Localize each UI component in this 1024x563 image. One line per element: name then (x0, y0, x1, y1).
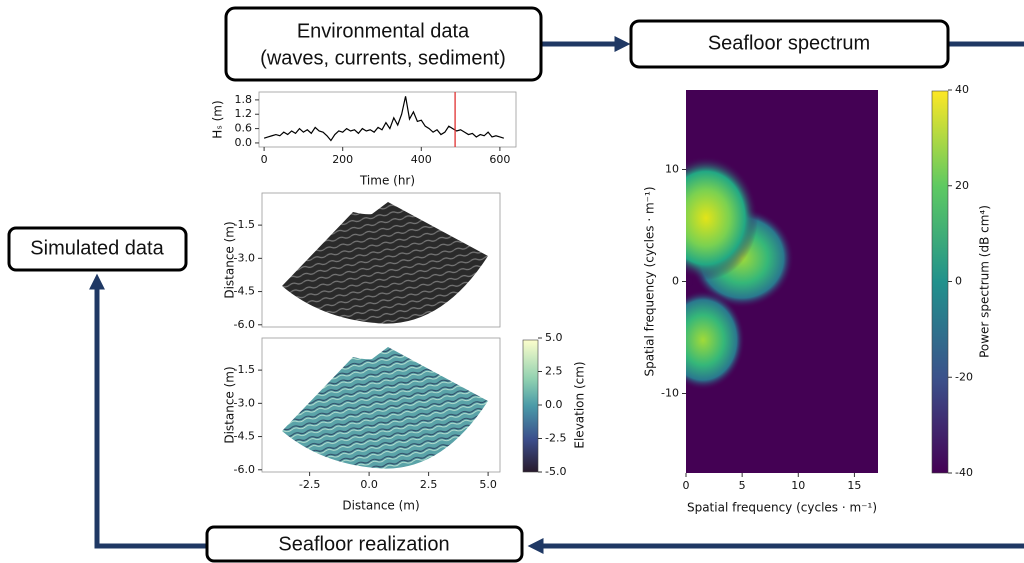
x-tick-label: 400 (411, 153, 432, 166)
colorbar-tick-label: 20 (955, 179, 969, 192)
y-axis-label: Spatial frequency (cycles · m⁻¹) (643, 186, 657, 376)
colorbar-label: Power spectrum (dB cm⁴) (978, 205, 992, 358)
node-label: Environmental data (297, 20, 470, 42)
axes-frame (259, 92, 516, 147)
node-label: Simulated data (30, 237, 164, 259)
y-tick-label: -1.5 (234, 218, 255, 231)
y-tick-label: 0.0 (235, 136, 253, 149)
colorbar-tick-label: 5.0 (545, 331, 563, 344)
colorbar-tick-label: 0.0 (545, 398, 563, 411)
x-tick-label: 200 (332, 153, 353, 166)
y-tick-label: 10 (665, 163, 679, 176)
colorbar (523, 340, 538, 472)
y-tick-label: 0 (672, 275, 679, 288)
x-tick-label: 0.0 (360, 478, 378, 491)
node-label: Seafloor realization (278, 533, 449, 555)
colorbar (932, 91, 948, 473)
y-tick-label: 1.2 (235, 107, 253, 120)
x-tick-label: 0 (261, 153, 268, 166)
y-axis-label: Hₛ (m) (211, 100, 225, 138)
colorbar-tick-label: -2.5 (545, 432, 566, 445)
y-tick-label: -3.0 (234, 251, 255, 264)
y-tick-label: -6.0 (234, 318, 255, 331)
colorbar-tick-label: -40 (955, 466, 973, 479)
x-axis-label: Distance (m) (342, 499, 419, 513)
x-tick-label: 5 (739, 479, 746, 492)
colorbar-tick-label: -20 (955, 370, 973, 383)
y-tick-label: 0.6 (235, 122, 253, 135)
y-tick-label: -4.5 (234, 430, 255, 443)
x-tick-label: 15 (847, 479, 861, 492)
node: Environmental data (waves, currents, sed… (226, 8, 541, 80)
x-tick-label: 5.0 (479, 478, 497, 491)
node: Seafloor spectrum (631, 21, 948, 67)
spectrum-image (654, 90, 878, 473)
y-tick-label: 1.8 (235, 93, 253, 106)
x-axis-label: Time (hr) (359, 174, 415, 188)
x-tick-label: 10 (791, 479, 805, 492)
y-tick-label: -4.5 (234, 285, 255, 298)
x-axis-label: Spatial frequency (cycles · m⁻¹) (687, 501, 877, 515)
colorbar-tick-label: -5.0 (545, 465, 566, 478)
y-tick-label: -10 (661, 386, 679, 399)
node: Simulated data (9, 228, 186, 270)
x-tick-label: -2.5 (299, 478, 320, 491)
seafloor-elevation (270, 340, 500, 475)
y-axis-label: Distance (m) (223, 221, 237, 298)
line-series (264, 96, 504, 140)
y-axis-label: Distance (m) (223, 366, 237, 443)
page: Environmental data (waves, currents, sed… (0, 0, 1024, 563)
node-label: (waves, currents, sediment) (260, 47, 506, 69)
colorbar-tick-label: 40 (955, 83, 969, 96)
arrow (97, 280, 207, 546)
x-tick-label: 0 (683, 479, 690, 492)
x-tick-label: 600 (489, 153, 510, 166)
colorbar-tick-label: 0 (955, 275, 962, 288)
colorbar-tick-label: 2.5 (545, 365, 563, 378)
y-tick-label: -1.5 (234, 363, 255, 376)
node: Seafloor realization (207, 527, 522, 561)
y-tick-label: -6.0 (234, 463, 255, 476)
node-label: Seafloor spectrum (708, 32, 870, 54)
y-tick-label: -3.0 (234, 396, 255, 409)
seafloor-image (270, 195, 500, 330)
x-tick-label: 2.5 (420, 478, 438, 491)
colorbar-label: Elevation (cm) (573, 361, 587, 448)
